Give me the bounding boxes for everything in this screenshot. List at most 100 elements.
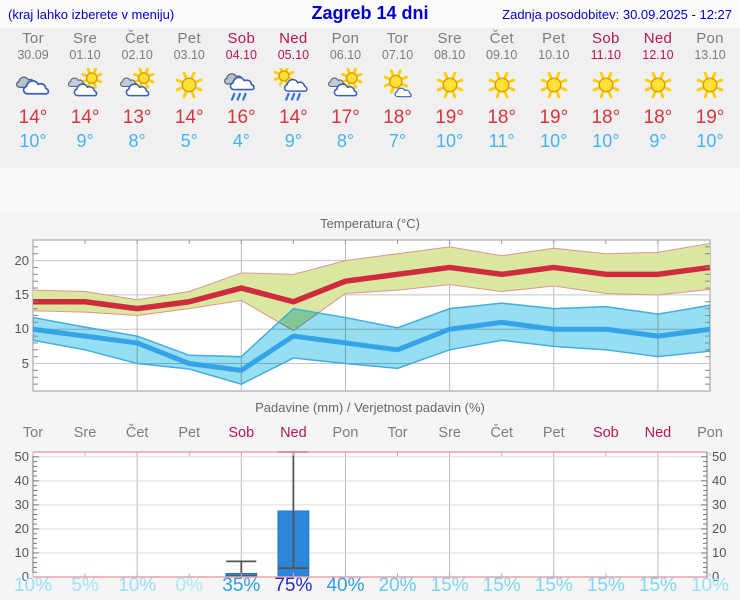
precip-day-label: Sre bbox=[438, 425, 461, 441]
day-name: Sob bbox=[227, 30, 256, 47]
precip-day-label: Ned bbox=[644, 425, 672, 441]
forecast-days-row: Tor 30.09 14° 10° Sre 01.10 14° 9° Čet 02.10 13° 8°… bbox=[0, 30, 740, 170]
precip-probability: 0% bbox=[175, 575, 203, 596]
precip-probability: 35% bbox=[222, 575, 261, 596]
temp-max: 18° bbox=[383, 107, 412, 128]
day-name: Tor bbox=[386, 30, 409, 47]
mostly-sunny-icon bbox=[372, 68, 424, 104]
temp-max: 19° bbox=[539, 107, 569, 128]
day-name: Ned bbox=[279, 30, 308, 47]
day-name: Tor bbox=[22, 30, 44, 47]
day-column-pet-03.10[interactable]: Pet 03.10 14° 5° bbox=[163, 30, 215, 152]
axis-tick-label: 40 bbox=[14, 472, 29, 488]
day-column-sre-08.10[interactable]: Sre 08.10 19° 10° bbox=[424, 30, 476, 152]
day-column-čet-09.10[interactable]: Čet 09.10 18° 11° bbox=[476, 30, 528, 152]
page-title: Zagreb 14 dni bbox=[311, 3, 429, 23]
precip-day-label: Sob bbox=[228, 425, 255, 441]
precip-probability: 15% bbox=[534, 575, 573, 596]
day-column-sre-01.10[interactable]: Sre 01.10 14° 9° bbox=[59, 30, 111, 152]
day-column-tor-07.10[interactable]: Tor 07.10 18° 7° bbox=[372, 30, 424, 152]
precip-probability: 5% bbox=[71, 575, 99, 596]
day-date: 10.10 bbox=[538, 48, 570, 62]
day-date: 13.10 bbox=[694, 48, 726, 62]
precip-probability: 15% bbox=[430, 575, 469, 596]
temp-min: 8° bbox=[128, 131, 146, 151]
temp-min: 10° bbox=[540, 131, 568, 151]
precip-day-label: Pet bbox=[542, 425, 565, 441]
temp-max: 18° bbox=[643, 107, 673, 128]
temp-min: 11° bbox=[488, 131, 515, 151]
axis-tick-label: 30 bbox=[14, 496, 29, 512]
sunny-icon bbox=[632, 68, 684, 104]
precip-day-label: Čet bbox=[125, 425, 149, 441]
rain-icon bbox=[215, 68, 267, 104]
precip-day-labels-row: Tor Sre Čet Pet Sob Ned Pon Tor Sre Čet Pet Sob Ned P… bbox=[0, 425, 740, 443]
temp-min: 10° bbox=[592, 131, 620, 151]
day-column-sob-11.10[interactable]: Sob 11.10 18° 10° bbox=[580, 30, 632, 152]
temp-max: 14° bbox=[18, 107, 48, 128]
day-column-čet-02.10[interactable]: Čet 02.10 13° 8° bbox=[111, 30, 163, 152]
day-name: Pon bbox=[331, 30, 360, 47]
temp-max: 13° bbox=[122, 107, 152, 128]
temp-max: 17° bbox=[331, 107, 360, 128]
day-column-tor-30.09[interactable]: Tor 30.09 14° 10° bbox=[7, 30, 59, 152]
precip-day-label: Čet bbox=[490, 425, 513, 441]
cloudy-icon bbox=[7, 68, 59, 104]
location-hint: (kraj lahko izberete v meniju) bbox=[8, 7, 175, 22]
temp-max: 18° bbox=[591, 107, 621, 128]
day-date: 04.10 bbox=[225, 48, 257, 62]
axis-tick-label: 20 bbox=[712, 520, 727, 536]
day-name: Sre bbox=[437, 30, 462, 47]
temp-min: 8° bbox=[336, 131, 355, 151]
temperature-chart-title: Temperatura (°C) bbox=[320, 216, 420, 231]
partly-cloudy-icon bbox=[59, 67, 111, 104]
precip-probability: 15% bbox=[586, 575, 625, 596]
temp-min: 9° bbox=[649, 131, 667, 151]
temp-max: 19° bbox=[435, 107, 464, 128]
precip-day-label: Tor bbox=[22, 425, 44, 441]
temp-max: 19° bbox=[695, 107, 725, 128]
temp-min: 7° bbox=[388, 131, 407, 151]
precip-day-label: Sob bbox=[592, 425, 619, 441]
temp-min: 5° bbox=[180, 131, 198, 151]
day-column-pon-13.10[interactable]: Pon 13.10 19° 10° bbox=[684, 30, 736, 152]
day-column-ned-12.10[interactable]: Ned 12.10 18° 9° bbox=[632, 30, 684, 152]
day-name: Sob bbox=[592, 30, 620, 47]
axis-tick-label: 10 bbox=[14, 544, 29, 560]
sunny-icon bbox=[580, 68, 632, 104]
temperature-chart bbox=[32, 239, 711, 392]
sunny-icon bbox=[163, 68, 215, 104]
temp-max: 14° bbox=[70, 107, 100, 128]
day-column-ned-05.10[interactable]: Ned 05.10 14° 9° bbox=[267, 30, 319, 152]
day-date: 30.09 bbox=[17, 48, 49, 62]
temp-min: 4° bbox=[232, 131, 250, 151]
day-name: Pon bbox=[696, 30, 724, 47]
temp-max: 14° bbox=[279, 107, 308, 128]
temp-max: 14° bbox=[174, 107, 204, 128]
day-column-sob-04.10[interactable]: Sob 04.10 16° 4° bbox=[215, 30, 267, 152]
precip-probability: 10% bbox=[13, 575, 53, 596]
precip-probability: 10% bbox=[690, 575, 730, 596]
day-date: 07.10 bbox=[381, 48, 414, 62]
axis-tick-label: 40 bbox=[712, 472, 727, 488]
header-bar bbox=[0, 0, 740, 28]
axis-tick-label: 5 bbox=[21, 355, 29, 371]
axis-tick-label: 20 bbox=[14, 520, 29, 536]
day-name: Ned bbox=[643, 30, 673, 47]
precip-day-label: Ned bbox=[280, 425, 307, 441]
day-date: 05.10 bbox=[277, 48, 310, 62]
axis-tick-label: 20 bbox=[14, 252, 29, 268]
precip-probability: 10% bbox=[118, 575, 157, 596]
day-date: 06.10 bbox=[329, 48, 362, 62]
axis-tick-label: 0 bbox=[21, 569, 29, 584]
precipitation-chart-title: Padavine (mm) / Verjetnost padavin (%) bbox=[255, 400, 485, 415]
precip-probability: 15% bbox=[482, 575, 521, 596]
days-band bbox=[0, 28, 740, 168]
axis-tick-label: 0 bbox=[712, 569, 720, 584]
sunny-icon bbox=[528, 68, 580, 104]
day-date: 09.10 bbox=[486, 48, 518, 62]
day-column-pet-10.10[interactable]: Pet 10.10 19° 10° bbox=[528, 30, 580, 152]
day-column-pon-06.10[interactable]: Pon 06.10 17° 8° bbox=[319, 30, 371, 152]
sunny-icon bbox=[476, 68, 528, 104]
